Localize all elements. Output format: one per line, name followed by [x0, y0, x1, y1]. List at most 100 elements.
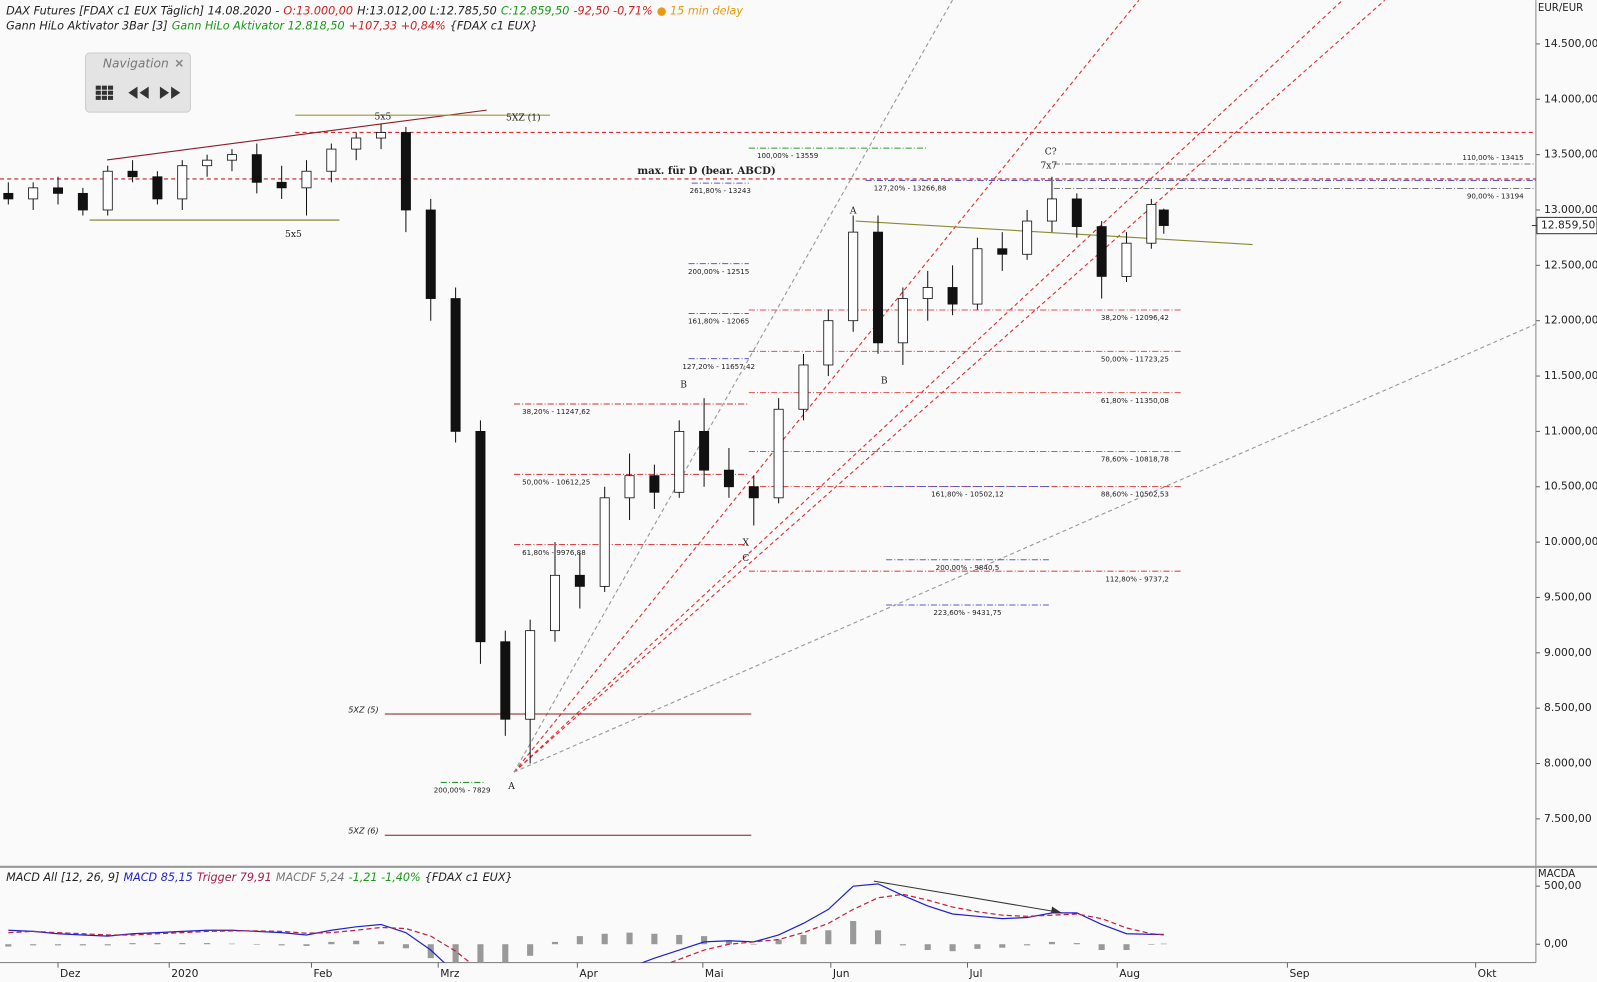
trend-line [513, 0, 1344, 773]
forward-button[interactable] [159, 86, 181, 99]
level-label: 38,20% - 12096,42 [1101, 313, 1169, 322]
candle-body [1158, 209, 1169, 226]
header-segment: {FDAX c1 EUX} [450, 20, 538, 33]
x-tick-label: Dez [60, 967, 81, 980]
level-label: 61,80% - 9976,88 [522, 548, 586, 557]
macd-histogram-bar [129, 943, 136, 945]
back-button[interactable] [128, 86, 149, 99]
header-segment: H:13.012,00 L:12.785,50 [357, 4, 497, 17]
point-label: B [680, 380, 687, 391]
y-tick-label: 13.000,00 [1544, 203, 1597, 216]
macd-histogram-bar [775, 939, 782, 945]
x-tick-label: Jun [832, 967, 850, 980]
candle-body [500, 641, 511, 720]
candle-body [177, 165, 188, 200]
candle-body [848, 231, 859, 322]
y-tick-label: 11.500,00 [1544, 369, 1597, 382]
grid-button[interactable] [95, 85, 114, 100]
macd-histogram-bar [576, 936, 583, 945]
candle-body [624, 475, 635, 499]
level-label: 223,60% - 9431,75 [933, 608, 1001, 617]
y-tick-label: 9.000,00 [1544, 646, 1592, 659]
point-label: 5x5 [285, 229, 302, 240]
macd-histogram-bar [750, 944, 757, 945]
close-button[interactable] [175, 59, 183, 67]
macd-unit: MACDA [1538, 869, 1575, 880]
header-line-1: DAX Futures [FDAX c1 EUX Täglich] 14.08.… [6, 4, 743, 17]
level-label: 50,00% - 11723,25 [1101, 354, 1169, 363]
macd-histogram-bar [924, 944, 931, 951]
trend-line [513, 323, 1536, 773]
navigation-title: Navigation [103, 57, 169, 71]
macd-histogram-bar [427, 944, 434, 959]
x-tick-label: Sep [1289, 967, 1309, 980]
y-unit: EUR/EUR [1538, 3, 1583, 14]
macd-histogram-bar [204, 943, 211, 945]
header-line-2: Gann HiLo Aktivator 3Bar [3] Gann HiLo Ak… [6, 20, 538, 33]
point-label: C? [1045, 146, 1057, 157]
candle-body [873, 231, 884, 344]
x-tick-label: Mai [705, 967, 724, 980]
point-label: 5XZ (1) [506, 113, 541, 124]
level-label: 100,00% - 13559 [757, 151, 819, 160]
point-label: A [507, 781, 515, 792]
point-label: C [742, 553, 749, 564]
macd-histogram-bar [452, 944, 459, 963]
y-tick-label: 12.500,00 [1544, 258, 1597, 271]
macd-histogram-bar [626, 932, 633, 945]
candle-body [649, 475, 660, 493]
y-tick-label: 9.500,00 [1544, 590, 1592, 603]
trend-line [513, 0, 1386, 773]
point-label: B [881, 376, 888, 387]
candle-body [1096, 226, 1107, 277]
candle-body [202, 159, 213, 167]
y-tick-label: 14.500,00 [1544, 37, 1597, 50]
candle-body [376, 132, 387, 139]
candle-body [525, 630, 536, 720]
arrow-head [1051, 906, 1062, 913]
macd-histogram-bar [974, 944, 981, 949]
trend-line [513, 0, 1140, 773]
y-tick-label: 13.500,00 [1544, 148, 1597, 161]
candle-body [798, 364, 809, 410]
candle-body [3, 192, 14, 200]
macd-histogram-bar [999, 944, 1006, 948]
candle-body [276, 181, 287, 189]
macd-histogram-bar [1098, 944, 1105, 951]
point-label: max. für D (bear. ABCD) [637, 165, 775, 177]
candle-body [251, 154, 262, 183]
y-tick-label: 11.000,00 [1544, 424, 1597, 437]
macd-histogram-bar [30, 944, 37, 946]
candle-body [922, 287, 933, 299]
level-label: 78,60% - 10818,78 [1101, 455, 1170, 464]
macd-histogram-bar [79, 944, 86, 946]
header-segment: Gann HiLo Aktivator 3Bar [3] [6, 20, 168, 33]
trend-line [107, 109, 487, 161]
candle-body [748, 486, 759, 499]
candle-body [226, 154, 237, 161]
level-label: 200,00% - 9840,5 [936, 563, 1000, 572]
macd-histogram-bar [527, 944, 534, 956]
x-tick-label: Mrz [440, 967, 460, 980]
y-tick-label: 7.500,00 [1544, 812, 1592, 825]
candle-body [674, 430, 685, 493]
y-tick-label: 12.000,00 [1544, 314, 1597, 327]
macd-histogram-bar [179, 943, 186, 945]
candle-body [823, 320, 834, 366]
macd-histogram-bar [899, 944, 906, 946]
candle-body [1071, 198, 1082, 227]
macd-histogram-bar [377, 941, 385, 945]
candle-body [1121, 242, 1132, 277]
macd-histogram-bar [278, 944, 285, 946]
level-label: 200,00% - 7829 [434, 786, 491, 795]
macd-histogram-bar [601, 933, 608, 945]
macd-histogram-bar [303, 944, 310, 946]
macd-histogram-bar [104, 944, 111, 946]
level-label: 50,00% - 10612,25 [522, 477, 590, 486]
candle-body [351, 137, 362, 150]
level-label: 112,80% - 9737,2 [1105, 574, 1169, 583]
y-tick-label: 8.000,00 [1544, 757, 1592, 770]
candle-body [102, 170, 113, 211]
